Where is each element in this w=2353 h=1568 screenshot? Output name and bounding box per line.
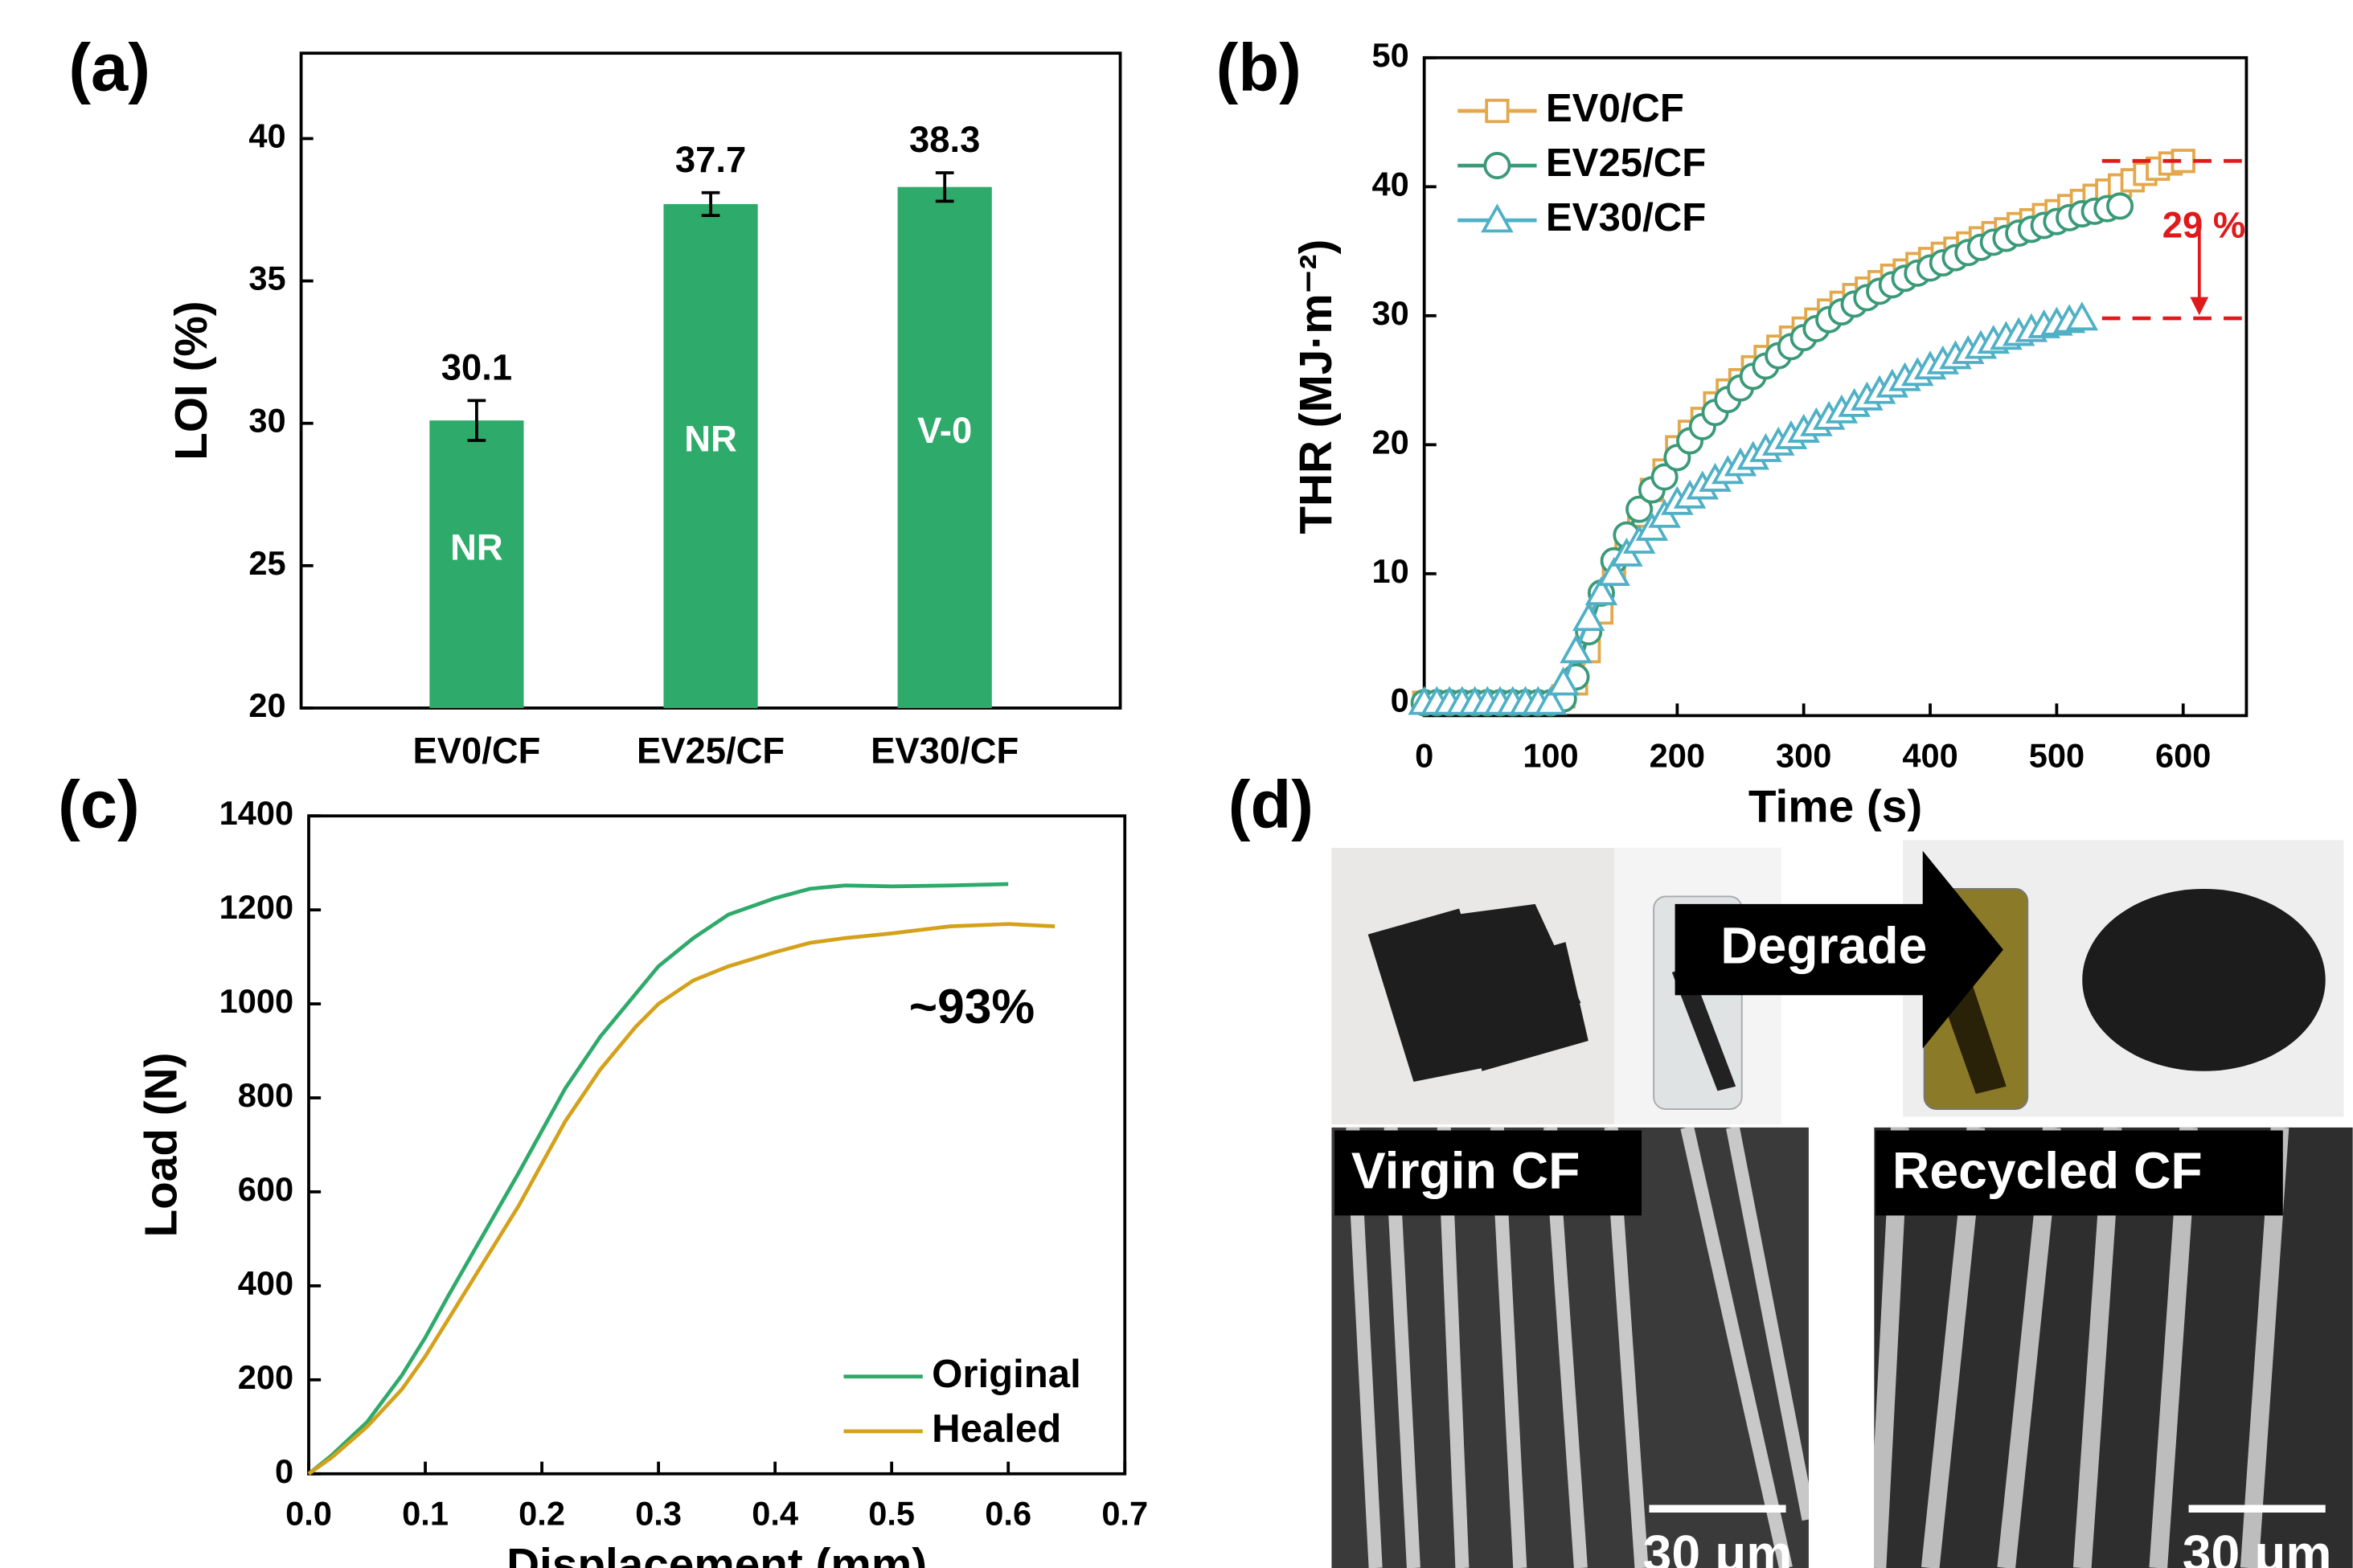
y-tick-label: 800 <box>238 1076 293 1114</box>
marker <box>1625 495 1654 523</box>
photo-content <box>1367 903 1588 1083</box>
y-tick-label: 400 <box>238 1264 293 1302</box>
marker <box>2106 192 2134 220</box>
y-tick-label: 20 <box>248 686 285 724</box>
fiber-pile <box>2082 888 2326 1071</box>
value-label: 30.1 <box>441 347 512 388</box>
y-tick-label: 30 <box>1371 294 1408 332</box>
bar <box>897 186 992 708</box>
legend-marker <box>1485 98 1510 124</box>
panel-label: (d) <box>1228 768 1314 842</box>
marker <box>2065 301 2099 331</box>
x-tick-label: 400 <box>1902 736 1957 774</box>
y-tick-label: 1400 <box>219 794 294 832</box>
y-tick-label: 1000 <box>219 982 294 1020</box>
y-tick-label: 25 <box>248 544 285 582</box>
panel-label: (c) <box>58 768 140 842</box>
x-axis-label: Time (s) <box>1748 782 1922 833</box>
x-tick-label: 500 <box>2029 736 2084 774</box>
x-tick-label: 0.3 <box>635 1495 682 1533</box>
caption-box <box>1334 1130 1642 1216</box>
y-tick-label: 30 <box>248 402 285 440</box>
bar-label: NR <box>684 419 737 460</box>
plot-frame <box>307 814 1127 1476</box>
x-tick-label: 0.6 <box>985 1495 1031 1533</box>
annotation: ~93% <box>909 979 1035 1034</box>
y-axis-label: LOI (%) <box>166 301 217 460</box>
x-tick-label: 0.1 <box>402 1495 449 1533</box>
legend-marker <box>1481 203 1514 233</box>
y-tick-label: 40 <box>1371 165 1408 203</box>
x-tick-label: EV30/CF <box>871 731 1019 772</box>
y-axis-label: THR (MJ·m⁻²) <box>1291 239 1342 534</box>
caption: Recycled CF <box>1892 1141 2203 1199</box>
y-tick-label: 40 <box>248 117 285 154</box>
x-tick-label: 0.4 <box>752 1495 798 1533</box>
y-tick-label: 200 <box>238 1358 293 1396</box>
x-tick-label: 100 <box>1523 736 1578 774</box>
arrow <box>1675 850 2003 1049</box>
caption: Virgin CF <box>1351 1141 1580 1199</box>
x-axis-label: Displacement (mm) <box>506 1540 927 1568</box>
marker <box>1560 634 1593 664</box>
y-tick-label: 0 <box>275 1452 293 1490</box>
x-tick-label: 0.0 <box>285 1495 332 1533</box>
y-tick-label: 10 <box>1371 552 1408 590</box>
marker <box>1584 576 1618 606</box>
y-tick-label: 1200 <box>219 888 294 926</box>
y-tick-label: 600 <box>238 1170 293 1208</box>
panel-label: (b) <box>1216 31 1302 105</box>
x-tick-label: 0 <box>1415 736 1433 774</box>
y-tick-label: 0 <box>1391 681 1409 718</box>
x-tick-label: 600 <box>2155 736 2211 774</box>
bar-label: V-0 <box>917 410 972 451</box>
legend-marker <box>1483 152 1511 180</box>
x-tick-label: 0.2 <box>519 1495 565 1533</box>
value-label: 38.3 <box>909 119 980 160</box>
annotation-arrowhead <box>2190 297 2209 316</box>
marker <box>1572 602 1605 632</box>
x-tick-label: 0.7 <box>1101 1495 1148 1533</box>
arrow-text: Degrade <box>1720 917 1927 975</box>
bar <box>663 203 758 708</box>
marker <box>1650 463 1679 491</box>
y-axis-label: Load (N) <box>136 1053 187 1238</box>
legend-label: Original <box>932 1353 1081 1396</box>
x-tick-label: 300 <box>1776 736 1831 774</box>
x-tick-label: 200 <box>1650 736 1705 774</box>
caption-box <box>1875 1130 2283 1216</box>
bar-label: NR <box>450 526 503 567</box>
legend-label: EV30/CF <box>1546 196 1706 239</box>
legend-label: EV25/CF <box>1546 141 1706 185</box>
y-tick-label: 35 <box>248 260 285 297</box>
bar <box>429 420 524 708</box>
photo-content <box>1671 966 1736 1091</box>
panel-label: (a) <box>68 31 150 105</box>
legend-label: Healed <box>932 1407 1061 1451</box>
x-tick-label: EV25/CF <box>637 731 785 772</box>
marker <box>1534 686 1568 715</box>
x-tick-label: 0.5 <box>868 1495 915 1533</box>
legend-label: EV0/CF <box>1546 87 1684 130</box>
annotation: 29 % <box>2162 204 2245 245</box>
x-tick-label: EV0/CF <box>413 731 541 772</box>
plot-frame <box>1422 55 2248 718</box>
y-tick-label: 20 <box>1371 423 1408 461</box>
marker <box>1547 666 1580 696</box>
series-line <box>307 922 1056 1476</box>
scale-label: 30 μm <box>2183 1525 2332 1568</box>
value-label: 37.7 <box>675 139 746 180</box>
y-tick-label: 50 <box>1371 36 1408 74</box>
scale-label: 30 μm <box>1643 1525 1793 1568</box>
marker <box>1597 556 1630 586</box>
series-line <box>307 882 1009 1476</box>
